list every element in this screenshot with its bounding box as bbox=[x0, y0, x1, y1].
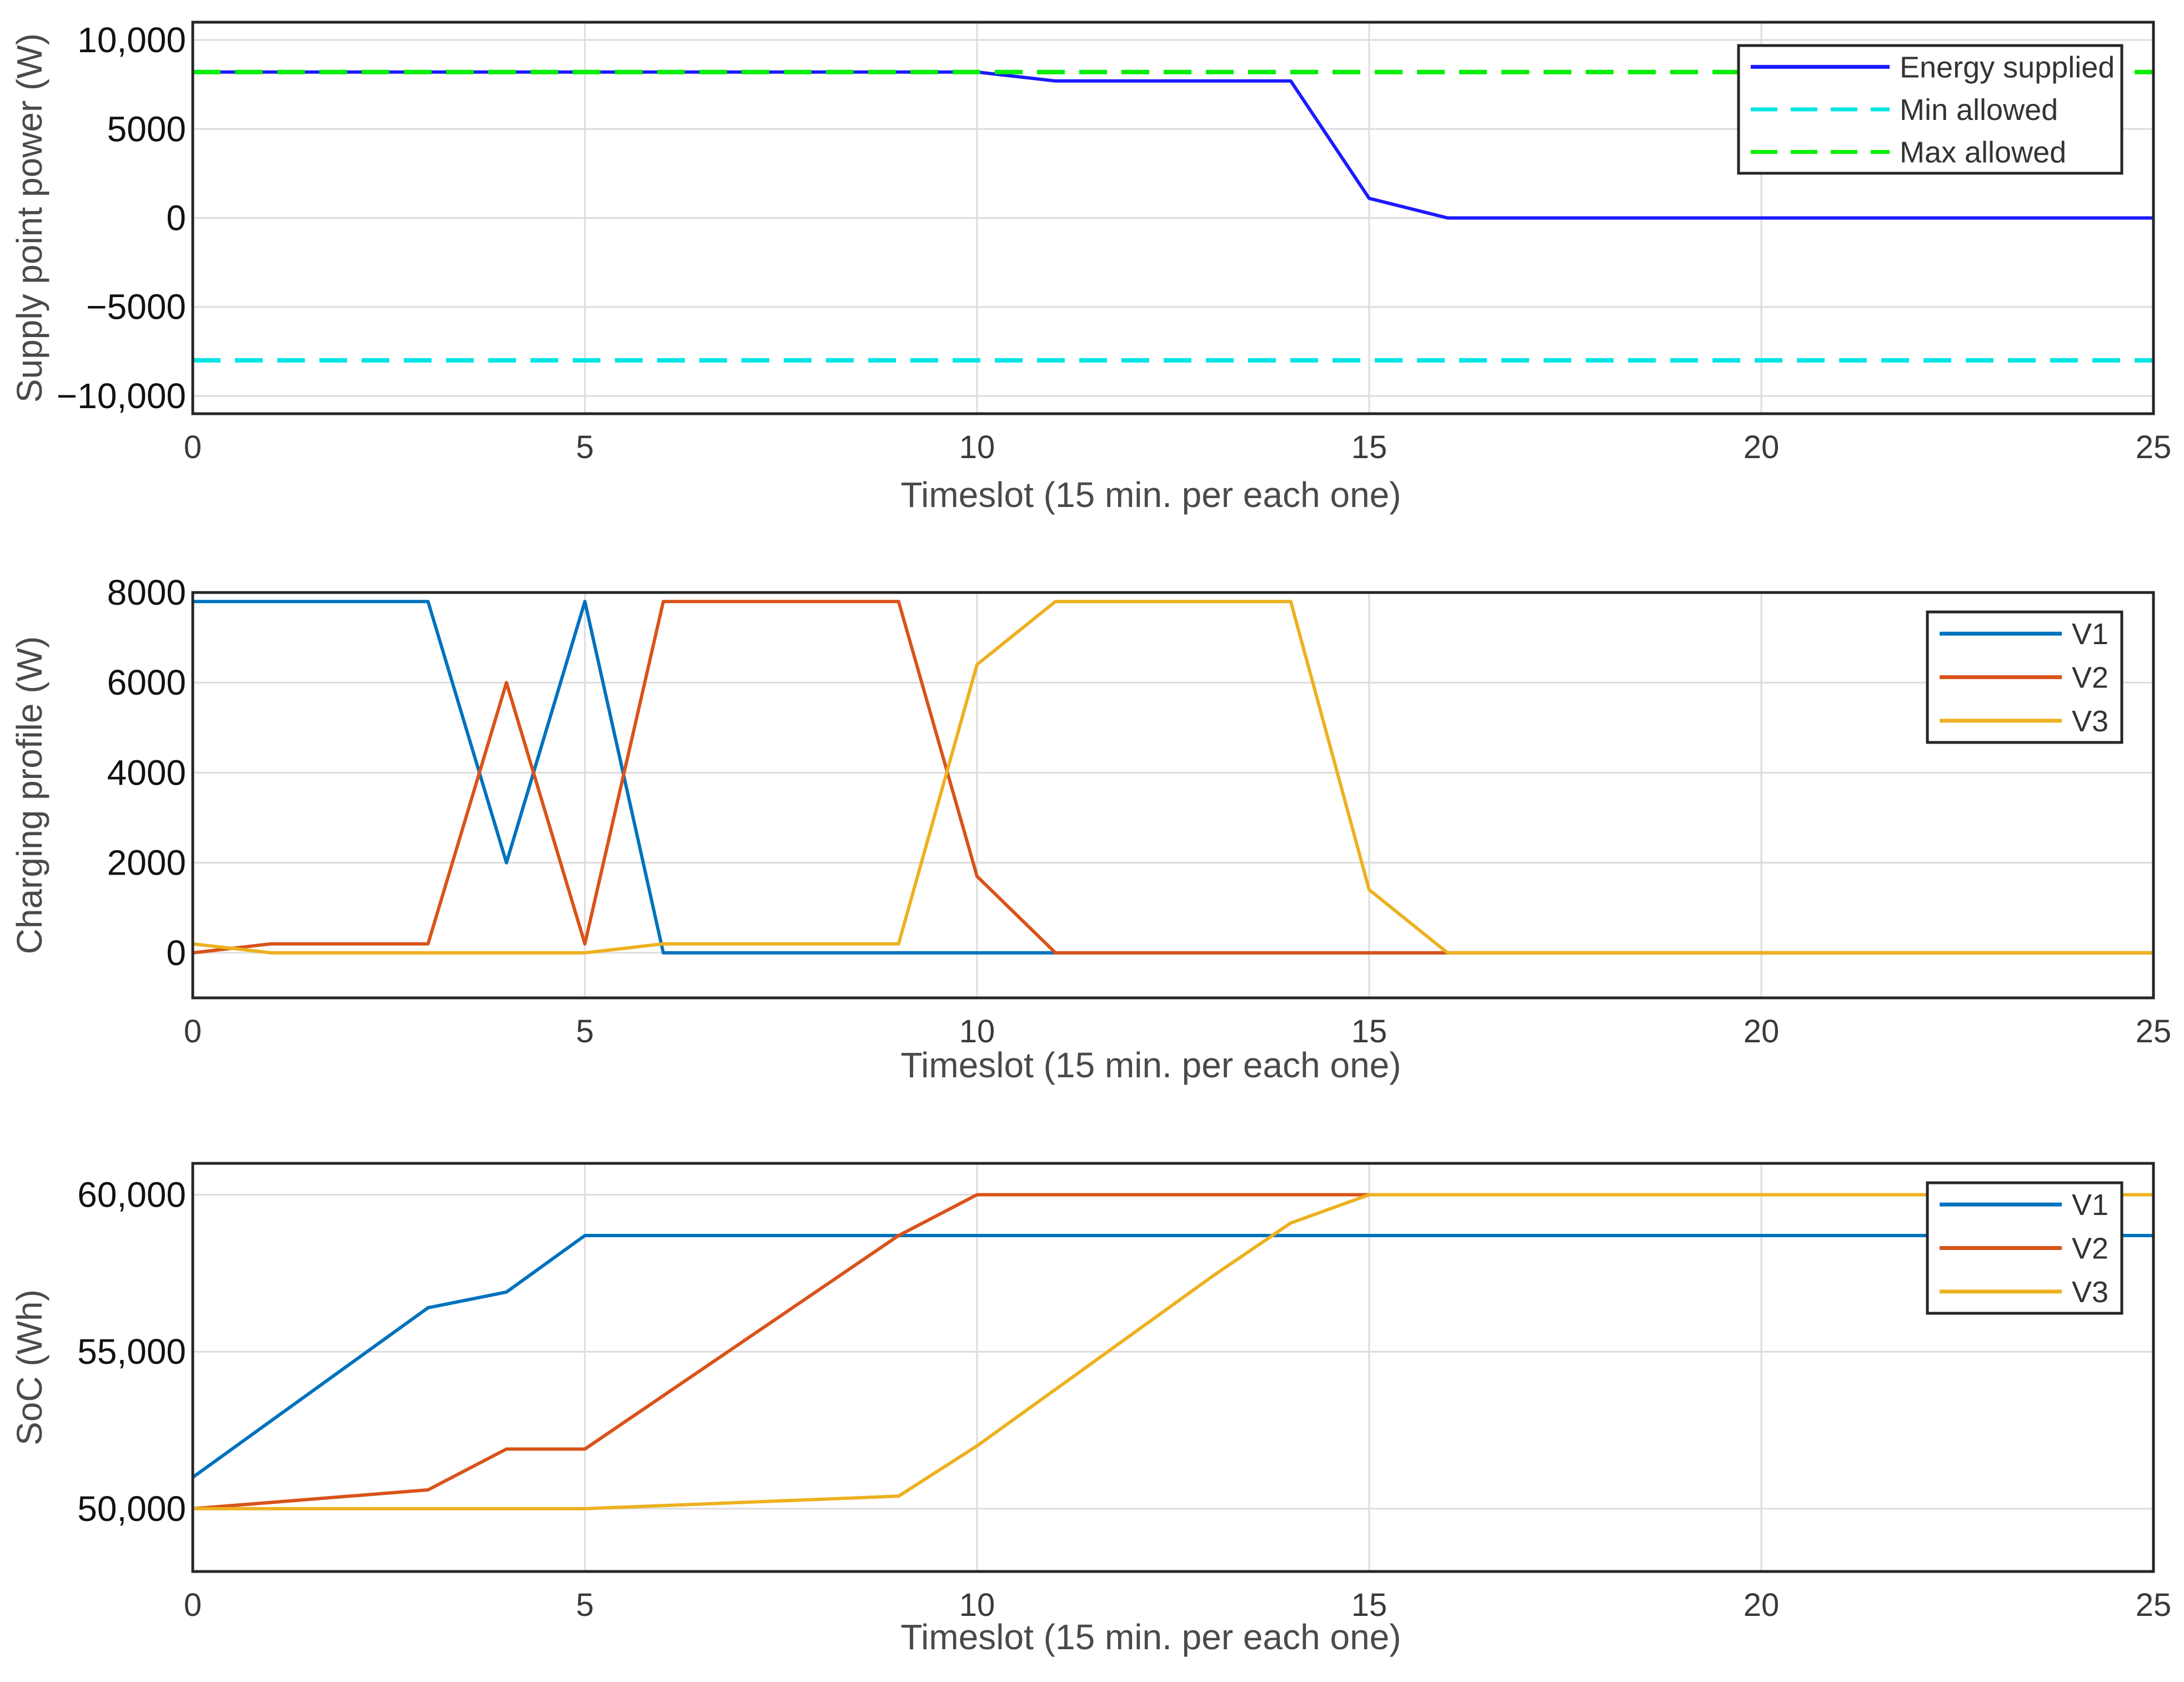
x-tick-label: 20 bbox=[1744, 429, 1780, 465]
series-line-3 bbox=[193, 1193, 2153, 1510]
x-tick-label: 0 bbox=[184, 1013, 202, 1050]
x-tick-label: 15 bbox=[1351, 429, 1387, 465]
y-axis-label: Supply point power (W) bbox=[9, 33, 49, 403]
x-tick-label: 25 bbox=[2136, 1013, 2172, 1050]
x-tick-label: 25 bbox=[2136, 429, 2172, 465]
legend-label: Energy supplied bbox=[1900, 51, 2115, 84]
series-line-3 bbox=[192, 600, 2153, 955]
x-tick-label: 5 bbox=[576, 1587, 594, 1623]
legend-label: V2 bbox=[2072, 661, 2108, 695]
legend-label: V2 bbox=[2072, 1232, 2108, 1266]
x-tick-label: 10 bbox=[959, 1587, 995, 1623]
plot-area bbox=[193, 1163, 2153, 1571]
legend: V1 V2 V3 bbox=[1926, 610, 2123, 744]
y-tick-label: 60,000 bbox=[77, 1175, 186, 1215]
x-tick-label: 10 bbox=[959, 1013, 995, 1050]
y-tick-label: 5000 bbox=[107, 109, 186, 149]
legend-label: Min allowed bbox=[1900, 93, 2058, 127]
y-tick-label: 0 bbox=[166, 198, 186, 238]
x-tick-label: 20 bbox=[1744, 1587, 1780, 1623]
x-tick-label: 10 bbox=[959, 429, 995, 465]
x-tick-label: 0 bbox=[184, 1587, 202, 1623]
legend: V1 V2 V3 bbox=[1926, 1181, 2123, 1315]
x-axis-label: Timeslot (15 min. per each one) bbox=[900, 475, 1401, 515]
y-axis-label: Charging profile (W) bbox=[9, 636, 49, 955]
y-tick-label: −5000 bbox=[86, 287, 186, 327]
x-tick-label: 15 bbox=[1351, 1013, 1387, 1050]
x-tick-label: 25 bbox=[2136, 1587, 2172, 1623]
x-tick-label: 0 bbox=[184, 429, 202, 465]
y-axis-label: SoC (Wh) bbox=[9, 1289, 49, 1445]
x-tick-label: 15 bbox=[1351, 1587, 1387, 1623]
x-axis-label: Timeslot (15 min. per each one) bbox=[900, 1045, 1401, 1085]
series-line-1 bbox=[193, 70, 2153, 220]
legend-label: V3 bbox=[2072, 705, 2108, 738]
axes-frame bbox=[191, 21, 2155, 415]
series-line-1 bbox=[192, 1234, 2153, 1479]
y-tick-label: 2000 bbox=[107, 843, 186, 883]
y-tick-label: 50,000 bbox=[77, 1489, 186, 1529]
y-tick-label: 10,000 bbox=[77, 20, 186, 60]
plot-area bbox=[193, 593, 2153, 998]
y-tick-label: 6000 bbox=[107, 662, 186, 702]
y-tick-label: 55,000 bbox=[77, 1332, 186, 1372]
axes-frame bbox=[191, 591, 2155, 1000]
chart-panel-2: 0 5 10 15 20 25 8000 6000 4000 2000 0 Timeslot (15 … bbox=[9, 573, 2171, 1085]
axes-frame bbox=[191, 1162, 2155, 1573]
x-tick-label: 5 bbox=[576, 429, 594, 465]
y-tick-label: 4000 bbox=[107, 752, 186, 792]
y-tick-label: 8000 bbox=[107, 573, 186, 612]
x-axis-label: Timeslot (15 min. per each one) bbox=[900, 1617, 1401, 1657]
x-tick-label: 5 bbox=[576, 1013, 594, 1050]
chart-panel-3: 0 5 10 15 20 25 60,000 55,000 50,000 Timeslot (15… bbox=[9, 1162, 2172, 1657]
legend-label: V3 bbox=[2072, 1276, 2108, 1309]
legend-label: V1 bbox=[2072, 617, 2108, 651]
chart-panel-1: 0 5 10 15 20 25 10,000 5000 0 −5000 −10,000 Timeslo… bbox=[9, 20, 2171, 515]
legend-label: V1 bbox=[2072, 1188, 2108, 1222]
x-tick-label: 20 bbox=[1744, 1013, 1780, 1050]
y-tick-label: 0 bbox=[166, 933, 186, 973]
y-tick-label: −10,000 bbox=[57, 376, 186, 416]
legend: Energy supplied Min allowed Max allowed bbox=[1737, 44, 2123, 175]
legend-label: Max allowed bbox=[1900, 136, 2066, 169]
